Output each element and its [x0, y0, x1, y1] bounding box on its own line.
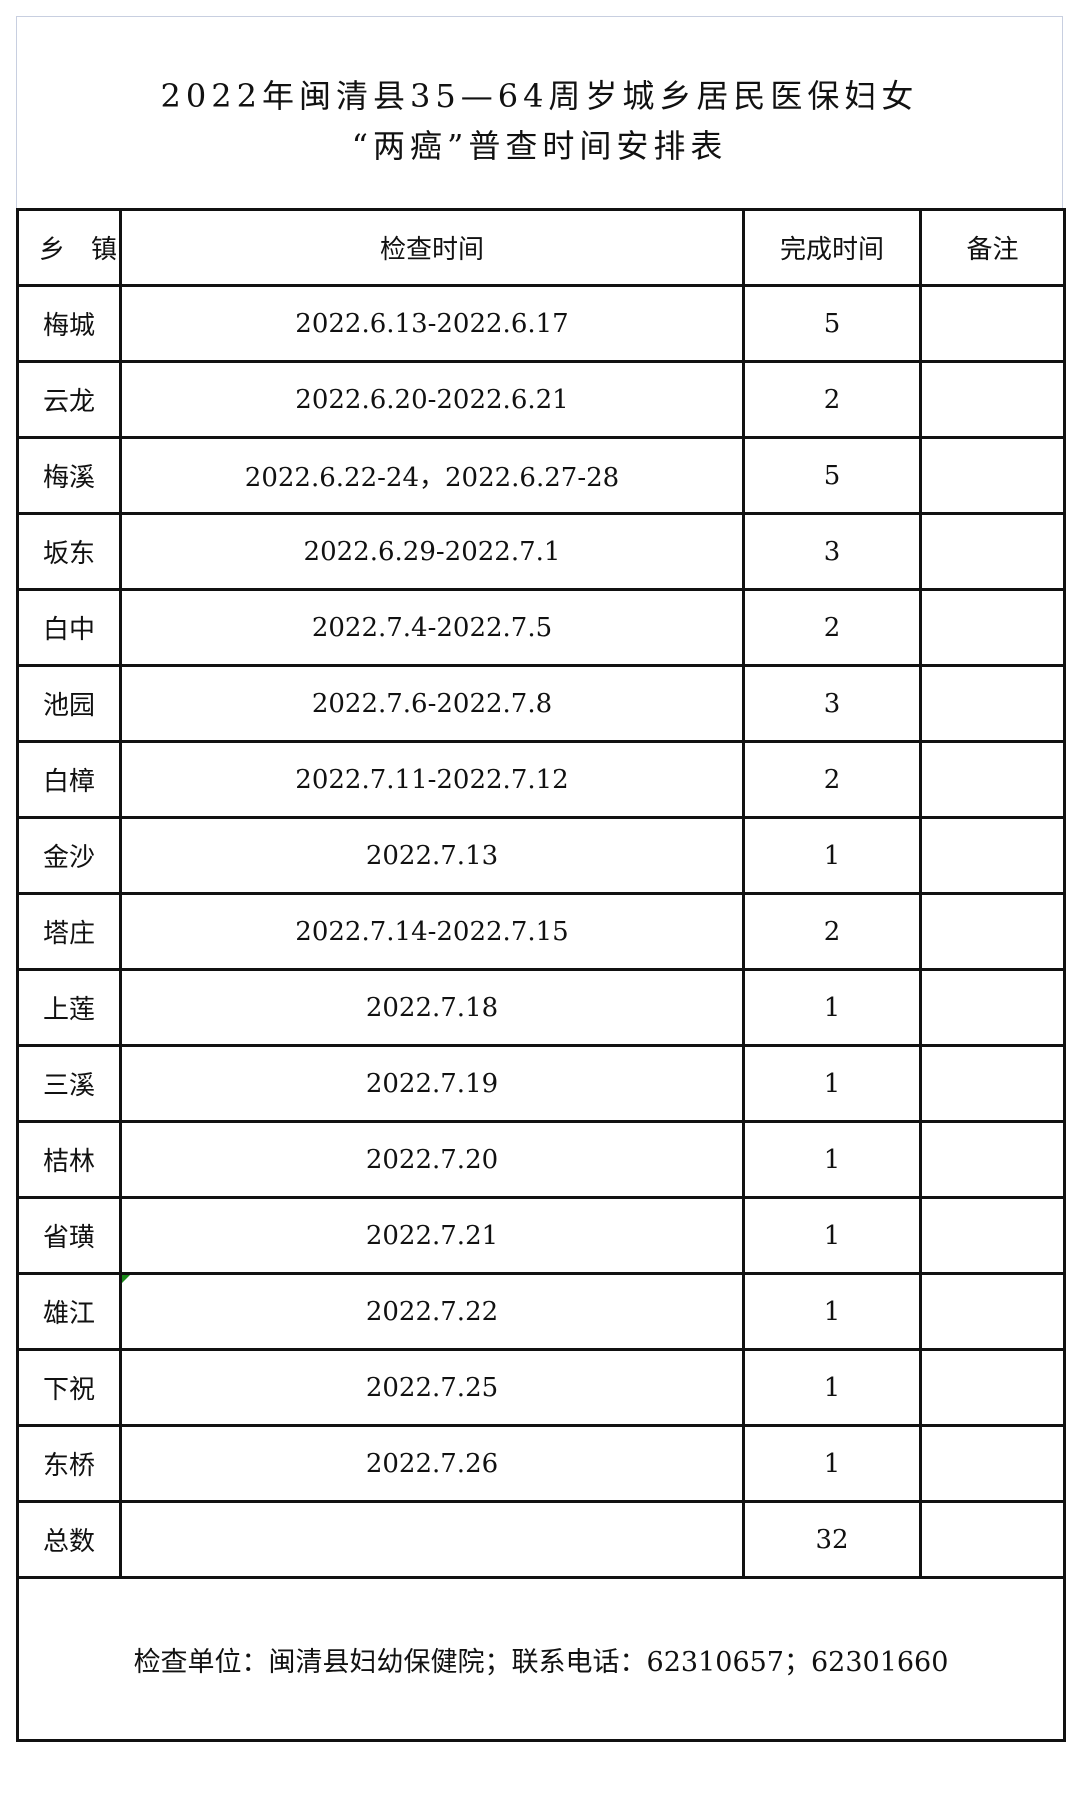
town-cell: 三溪: [16, 1044, 122, 1123]
table-row: 白樟 2022.7.11-2022.7.12 2: [16, 740, 1066, 819]
table-row: 白中 2022.7.4-2022.7.5 2: [16, 588, 1066, 667]
days-cell: 1: [742, 968, 922, 1047]
town-cell: 池园: [16, 664, 122, 743]
table-row: 东桥 2022.7.26 1: [16, 1424, 1066, 1503]
town-cell: 坂东: [16, 512, 122, 591]
header-row: 乡 镇 检查时间 完成时间 备注: [16, 208, 1066, 287]
town-cell: 白樟: [16, 740, 122, 819]
header-note: 备注: [919, 208, 1066, 287]
town-cell: 下祝: [16, 1348, 122, 1427]
table-row: 塔庄 2022.7.14-2022.7.15 2: [16, 892, 1066, 971]
days-cell: 2: [742, 892, 922, 971]
days-cell: 1: [742, 1120, 922, 1199]
town-cell: 梅溪: [16, 436, 122, 515]
days-cell: 1: [742, 1044, 922, 1123]
note-cell: [919, 588, 1066, 667]
town-cell: 白中: [16, 588, 122, 667]
title-area: 2022年闽清县35—64周岁城乡居民医保妇女 “两癌”普查时间安排表: [16, 16, 1063, 208]
days-cell: 1: [742, 1348, 922, 1427]
days-cell: 1: [742, 816, 922, 895]
date-cell: 2022.7.22: [119, 1272, 745, 1351]
table-row: 三溪 2022.7.19 1: [16, 1044, 1066, 1123]
footer-contact: 检查单位：闽清县妇幼保健院；联系电话：62310657；62301660: [16, 1576, 1066, 1742]
note-cell: [919, 816, 1066, 895]
days-cell: 1: [742, 1272, 922, 1351]
note-cell: [919, 512, 1066, 591]
date-cell: 2022.6.20-2022.6.21: [119, 360, 745, 439]
table-row: 下祝 2022.7.25 1: [16, 1348, 1066, 1427]
title-line-1: 2022年闽清县35—64周岁城乡居民医保妇女: [160, 77, 919, 115]
cell-indicator-icon: [122, 1275, 130, 1283]
total-note: [919, 1500, 1066, 1579]
town-cell: 云龙: [16, 360, 122, 439]
days-cell: 3: [742, 664, 922, 743]
note-cell: [919, 1424, 1066, 1503]
days-cell: 5: [742, 436, 922, 515]
total-days: 32: [742, 1500, 922, 1579]
note-cell: [919, 968, 1066, 1047]
note-cell: [919, 740, 1066, 819]
header-date: 检查时间: [119, 208, 745, 287]
table-row: 云龙 2022.6.20-2022.6.21 2: [16, 360, 1066, 439]
table-row: 上莲 2022.7.18 1: [16, 968, 1066, 1047]
total-row: 总数 32: [16, 1500, 1066, 1579]
town-cell: 塔庄: [16, 892, 122, 971]
date-cell: 2022.7.25: [119, 1348, 745, 1427]
days-cell: 1: [742, 1196, 922, 1275]
date-cell: 2022.7.4-2022.7.5: [119, 588, 745, 667]
table-row: 桔林 2022.7.20 1: [16, 1120, 1066, 1199]
date-cell: 2022.6.22-24，2022.6.27-28: [119, 436, 745, 515]
date-cell: 2022.7.11-2022.7.12: [119, 740, 745, 819]
date-cell: 2022.7.21: [119, 1196, 745, 1275]
note-cell: [919, 1044, 1066, 1123]
date-cell: 2022.7.13: [119, 816, 745, 895]
note-cell: [919, 664, 1066, 743]
note-cell: [919, 360, 1066, 439]
header-town: 乡 镇: [16, 208, 122, 287]
town-cell: 桔林: [16, 1120, 122, 1199]
date-cell: 2022.7.14-2022.7.15: [119, 892, 745, 971]
table-row: 池园 2022.7.6-2022.7.8 3: [16, 664, 1066, 743]
note-cell: [919, 284, 1066, 363]
footer-row: 检查单位：闽清县妇幼保健院；联系电话：62310657；62301660: [16, 1576, 1066, 1742]
table-row: 梅城 2022.6.13-2022.6.17 5: [16, 284, 1066, 363]
schedule-table: 乡 镇 检查时间 完成时间 备注 梅城 2022.6.13-2022.6.17 5 云…: [16, 208, 1066, 1742]
date-cell: 2022.7.6-2022.7.8: [119, 664, 745, 743]
days-cell: 5: [742, 284, 922, 363]
date-cell: 2022.7.20: [119, 1120, 745, 1199]
table-row: 坂东 2022.6.29-2022.7.1 3: [16, 512, 1066, 591]
days-cell: 2: [742, 360, 922, 439]
note-cell: [919, 1272, 1066, 1351]
days-cell: 2: [742, 588, 922, 667]
table-row: 省璜 2022.7.21 1: [16, 1196, 1066, 1275]
town-cell: 梅城: [16, 284, 122, 363]
total-date: [119, 1500, 745, 1579]
town-cell: 上莲: [16, 968, 122, 1047]
date-cell: 2022.6.13-2022.6.17: [119, 284, 745, 363]
table-row: 金沙 2022.7.13 1: [16, 816, 1066, 895]
note-cell: [919, 436, 1066, 515]
town-cell: 金沙: [16, 816, 122, 895]
table-row: 梅溪 2022.6.22-24，2022.6.27-28 5: [16, 436, 1066, 515]
date-cell: 2022.7.26: [119, 1424, 745, 1503]
note-cell: [919, 1348, 1066, 1427]
days-cell: 3: [742, 512, 922, 591]
note-cell: [919, 1120, 1066, 1199]
title-line-2: “两癌”普查时间安排表: [351, 127, 728, 165]
town-cell: 省璜: [16, 1196, 122, 1275]
note-cell: [919, 1196, 1066, 1275]
town-cell: 雄江: [16, 1272, 122, 1351]
table-row: 雄江 2022.7.22 1: [16, 1272, 1066, 1351]
days-cell: 1: [742, 1424, 922, 1503]
days-cell: 2: [742, 740, 922, 819]
header-days: 完成时间: [742, 208, 922, 287]
date-cell: 2022.7.18: [119, 968, 745, 1047]
total-label: 总数: [16, 1500, 122, 1579]
town-cell: 东桥: [16, 1424, 122, 1503]
date-cell: 2022.6.29-2022.7.1: [119, 512, 745, 591]
date-cell: 2022.7.19: [119, 1044, 745, 1123]
note-cell: [919, 892, 1066, 971]
